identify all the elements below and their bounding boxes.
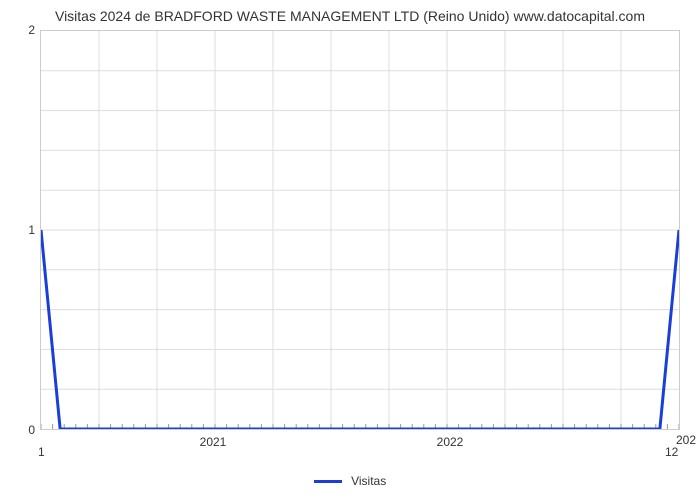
xtick-2022: 2022 (437, 435, 464, 449)
legend-label: Visitas (351, 474, 386, 488)
legend: Visitas (0, 474, 700, 488)
x-right-far: 202 (676, 433, 696, 447)
xtick-2021: 2021 (200, 435, 227, 449)
chart-title: Visitas 2024 de BRADFORD WASTE MANAGEMEN… (0, 8, 700, 24)
plot-svg (41, 31, 679, 429)
ytick-1: 1 (28, 223, 35, 237)
legend-swatch (314, 480, 342, 483)
chart-container: Visitas 2024 de BRADFORD WASTE MANAGEMEN… (0, 0, 700, 500)
plot-area (40, 30, 680, 430)
x-right-corner: 12 (665, 445, 678, 459)
x-left-corner: 1 (38, 445, 45, 459)
ytick-0: 0 (28, 423, 35, 437)
ytick-2: 2 (28, 23, 35, 37)
